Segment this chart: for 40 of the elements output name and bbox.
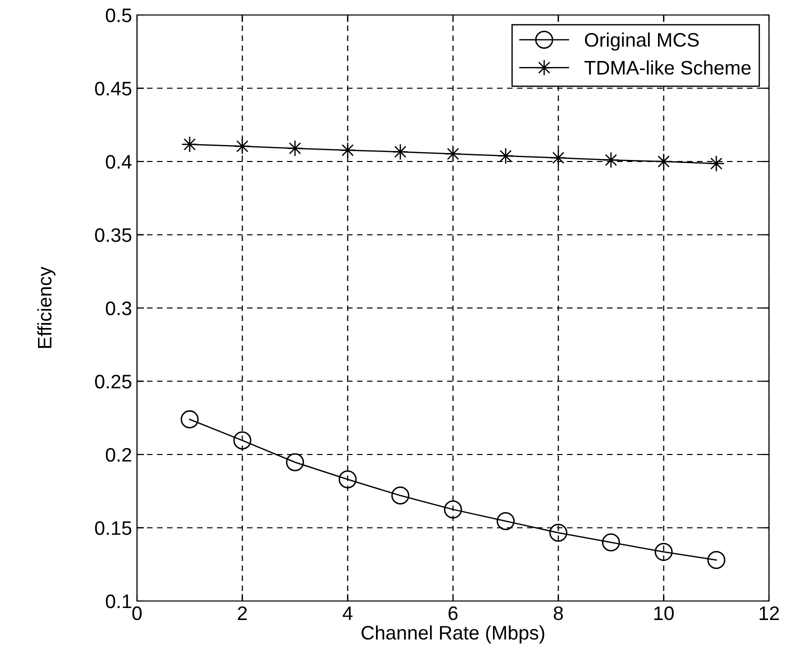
- y-tick-label: 0.15: [95, 521, 132, 535]
- x-tick-label: 6: [448, 606, 458, 620]
- legend-label: Original MCS: [584, 32, 699, 51]
- point: [602, 533, 620, 552]
- point: [654, 542, 673, 561]
- point: [549, 524, 568, 542]
- point: [181, 136, 198, 153]
- point: [286, 453, 304, 472]
- x-tick-label: 8: [554, 606, 563, 620]
- point: [234, 138, 251, 155]
- point: [655, 153, 672, 170]
- y-tick-label: 0.5: [106, 8, 132, 22]
- point: [339, 142, 356, 158]
- y-tick-label: 0.1: [106, 594, 132, 608]
- point: [496, 512, 515, 530]
- x-tick-label: 0: [132, 606, 142, 620]
- point: [233, 431, 252, 450]
- y-axis-title: Efficiency: [37, 266, 56, 348]
- y-tick-label: 0.35: [95, 228, 132, 242]
- y-tick-label: 0.2: [106, 448, 132, 462]
- x-tick-label: 4: [342, 606, 353, 620]
- y-tick-label: 0.3: [106, 301, 132, 316]
- point: [444, 500, 462, 518]
- x-tick-label: 12: [760, 606, 779, 620]
- point: [338, 470, 357, 488]
- point: [392, 144, 409, 160]
- x-axis-title: Channel Rate (Mbps): [362, 625, 544, 644]
- point: [180, 410, 199, 428]
- x-tick-label: 10: [654, 606, 674, 620]
- y-tick-label: 0.4: [106, 154, 132, 169]
- point: [286, 140, 304, 157]
- y-tick-label: 0.25: [95, 374, 132, 388]
- legend-label: TDMA-like Scheme: [584, 60, 751, 75]
- x-tick-label: 2: [238, 606, 247, 620]
- point: [708, 155, 725, 172]
- point: [391, 486, 410, 505]
- point: [550, 150, 567, 166]
- point: [707, 550, 726, 570]
- y-tick-label: 0.45: [95, 82, 132, 96]
- point: [497, 148, 514, 164]
